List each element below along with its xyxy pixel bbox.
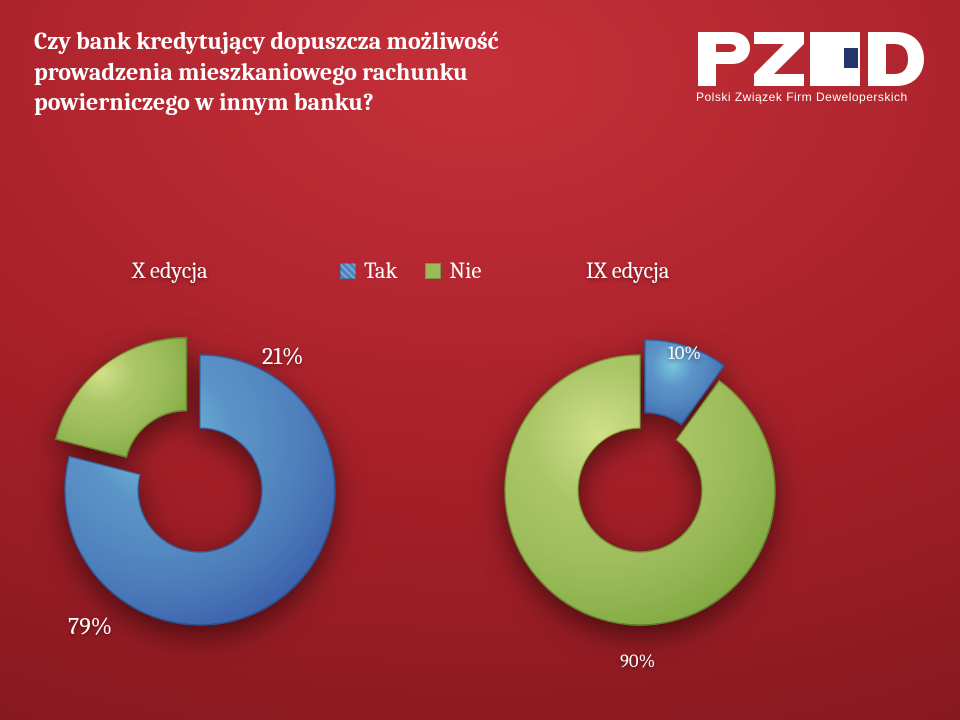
legend-swatch-tak xyxy=(340,263,356,279)
page-title: Czy bank kredytujący dopuszcza możliwość… xyxy=(34,26,544,118)
legend: Tak Nie xyxy=(340,258,481,284)
legend-label-nie: Nie xyxy=(449,258,481,284)
logo-subtitle: Polski Związek Firm Deweloperskich xyxy=(696,90,908,104)
value-label-left-tak: 79% xyxy=(68,612,112,640)
logo-mark xyxy=(696,30,926,90)
value-label-right-tak: 10% xyxy=(668,342,701,364)
legend-swatch-nie xyxy=(425,263,441,279)
value-label-left-nie: 21% xyxy=(262,342,303,370)
chart-title-left: X edycja xyxy=(132,258,208,284)
logo: Polski Związek Firm Deweloperskich xyxy=(696,30,926,130)
chart-title-right: IX edycja xyxy=(586,258,669,284)
value-label-right-nie: 90% xyxy=(620,650,655,672)
legend-item-tak: Tak xyxy=(340,258,397,284)
logo-accent xyxy=(844,48,858,68)
donut-slice-nie xyxy=(56,338,187,458)
legend-item-nie: Nie xyxy=(425,258,481,284)
donut-left xyxy=(37,327,363,653)
donut-slice-nie xyxy=(505,355,775,625)
legend-label-tak: Tak xyxy=(364,258,397,284)
donut-right xyxy=(483,333,797,647)
